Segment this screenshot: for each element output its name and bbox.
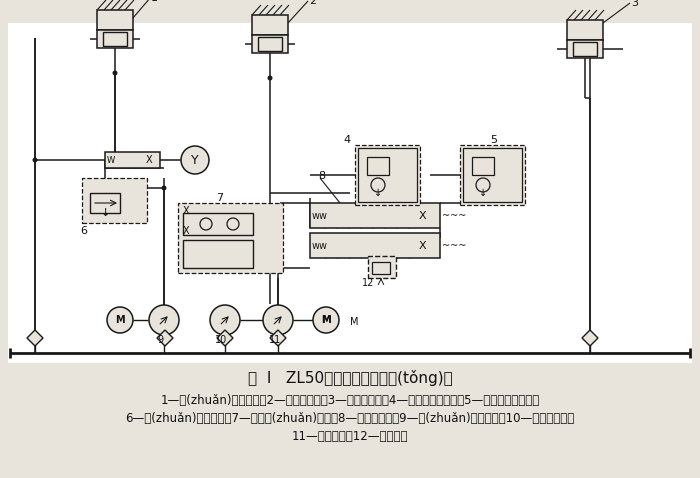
Text: 图  I   ZL50型裝載機液壓系統(tǒng)圖: 图 I ZL50型裝載機液壓系統(tǒng)圖 <box>248 370 452 386</box>
Polygon shape <box>27 330 43 346</box>
Circle shape <box>149 305 179 335</box>
Text: 3: 3 <box>631 0 638 8</box>
Polygon shape <box>582 330 598 346</box>
Bar <box>463 148 522 202</box>
Circle shape <box>162 185 167 191</box>
Circle shape <box>476 178 490 192</box>
Text: X: X <box>418 211 426 221</box>
Text: 1: 1 <box>151 0 158 3</box>
Bar <box>367 157 389 175</box>
Text: ↓: ↓ <box>374 188 382 198</box>
Circle shape <box>181 146 209 174</box>
Circle shape <box>267 76 272 80</box>
Circle shape <box>200 218 212 230</box>
Text: Y: Y <box>191 153 199 166</box>
Text: 11: 11 <box>269 335 281 345</box>
Text: 12: 12 <box>362 278 375 288</box>
Text: ~~~: ~~~ <box>442 241 466 251</box>
Text: M: M <box>321 315 331 325</box>
Text: X: X <box>183 226 189 236</box>
Polygon shape <box>217 330 233 346</box>
Text: 4: 4 <box>343 135 350 145</box>
Text: X: X <box>418 241 426 251</box>
Bar <box>310 203 440 228</box>
Bar <box>310 233 440 258</box>
Circle shape <box>263 305 293 335</box>
Text: 2: 2 <box>309 0 316 6</box>
Bar <box>472 157 494 175</box>
Circle shape <box>227 218 239 230</box>
Bar <box>97 30 133 48</box>
Bar <box>105 152 160 168</box>
Circle shape <box>113 70 118 76</box>
Text: M: M <box>350 317 358 327</box>
Text: X: X <box>183 206 189 216</box>
Bar <box>258 37 282 51</box>
Text: 5: 5 <box>490 135 497 145</box>
Bar <box>567 20 603 40</box>
Text: ww: ww <box>312 211 328 221</box>
Text: M: M <box>116 315 125 325</box>
Text: 1—轉(zhuǎn)向液壓缸；2—動臂液壓缸；3—鏟斗液壓缸；4—后雙作用安全閥；5—前雙作用安全閥；: 1—轉(zhuǎn)向液壓缸；2—動臂液壓缸；3—鏟斗液壓缸；4—后雙作用安全閥… <box>160 393 540 406</box>
Circle shape <box>210 305 240 335</box>
Text: M: M <box>321 315 331 325</box>
Bar <box>178 203 283 273</box>
Text: ↓: ↓ <box>100 208 110 218</box>
Text: 6: 6 <box>80 226 87 236</box>
Bar <box>573 42 597 56</box>
Circle shape <box>313 307 339 333</box>
Bar <box>183 240 253 268</box>
Circle shape <box>371 178 385 192</box>
Text: 9: 9 <box>157 335 163 345</box>
Bar <box>103 32 127 46</box>
Text: 11—主液壓泵；12—總安全閥: 11—主液壓泵；12—總安全閥 <box>292 430 408 443</box>
Bar <box>82 178 147 223</box>
Bar <box>90 193 120 213</box>
Polygon shape <box>270 330 286 346</box>
Bar <box>372 262 390 274</box>
Bar <box>252 35 288 53</box>
Circle shape <box>107 307 133 333</box>
Circle shape <box>32 157 38 163</box>
Polygon shape <box>157 330 173 346</box>
Text: 8: 8 <box>318 171 325 181</box>
Bar <box>358 148 417 202</box>
Text: 6—轉(zhuǎn)向溢流閥；7—流量轉(zhuǎn)換閥；8—多路換向閥；9—轉(zhuǎn)向液壓泵；10—輔助液壓泵；: 6—轉(zhuǎn)向溢流閥；7—流量轉(zhuǎn)換閥；8—多路換向閥；9—… <box>125 412 575 424</box>
Bar <box>355 145 420 205</box>
Bar <box>252 15 288 35</box>
Bar <box>460 145 525 205</box>
Text: ww: ww <box>312 241 328 251</box>
Text: ↓: ↓ <box>479 188 487 198</box>
Text: 7: 7 <box>216 193 223 203</box>
Bar <box>183 213 253 235</box>
Text: 10: 10 <box>215 335 227 345</box>
Bar <box>567 40 603 58</box>
Text: W: W <box>107 155 116 164</box>
Bar <box>8 23 692 363</box>
Bar <box>368 256 396 278</box>
Text: X: X <box>146 155 153 165</box>
Bar <box>97 10 133 30</box>
Text: ~~~: ~~~ <box>442 211 466 221</box>
